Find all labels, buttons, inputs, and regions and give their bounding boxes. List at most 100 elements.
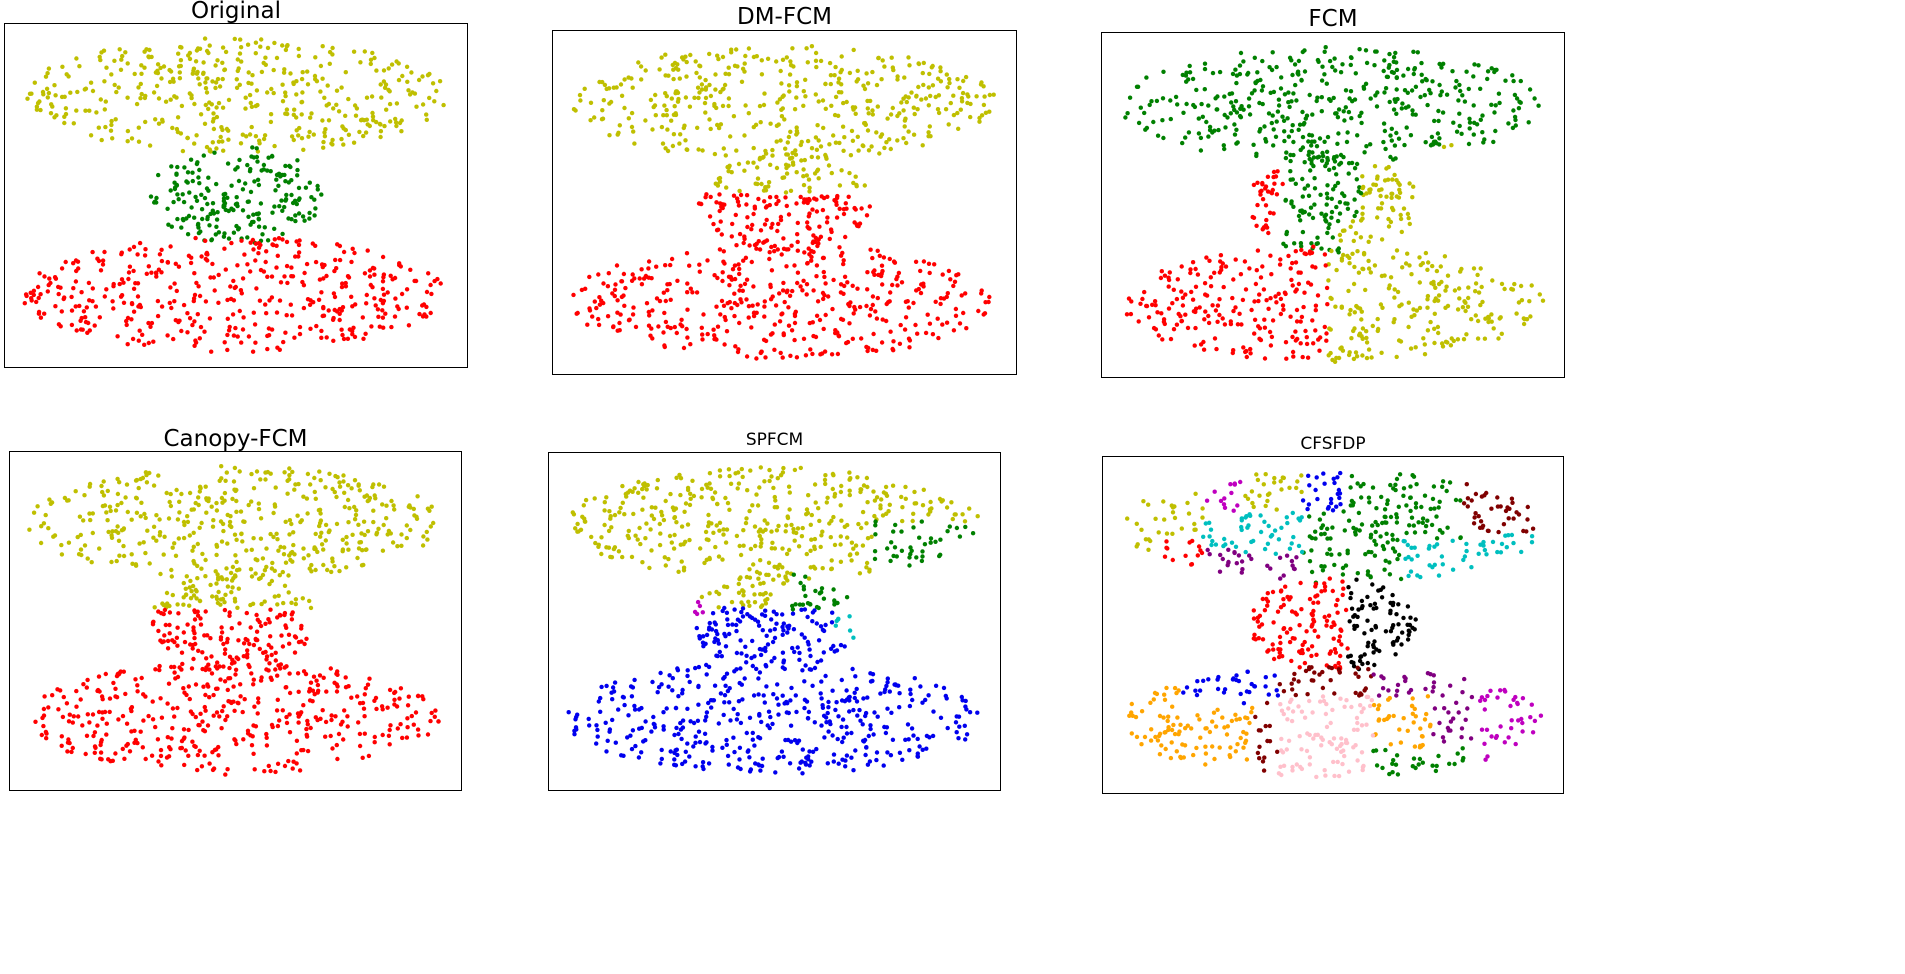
scatter-point: [400, 73, 405, 79]
scatter-point: [1322, 49, 1327, 54]
scatter-point: [684, 59, 689, 65]
scatter-point: [783, 162, 789, 167]
scatter-point: [328, 666, 333, 671]
scatter-point: [1223, 125, 1228, 130]
scatter-point: [829, 352, 835, 357]
scatter-point: [1364, 335, 1369, 341]
scatter-point: [206, 175, 211, 180]
scatter-point: [45, 71, 50, 76]
scatter-point: [386, 733, 392, 738]
scatter-point: [1302, 69, 1308, 74]
scatter-point: [136, 125, 141, 130]
scatter-point: [823, 152, 828, 158]
scatter-point: [641, 276, 647, 281]
scatter-point: [742, 133, 747, 138]
scatter-point: [1202, 317, 1207, 322]
scatter-point: [168, 285, 173, 290]
scatter-point: [66, 737, 71, 742]
scatter-point: [53, 304, 58, 309]
scatter-point: [717, 649, 722, 655]
scatter-point: [1395, 289, 1401, 295]
scatter-point: [795, 239, 800, 245]
scatter-point: [244, 134, 249, 139]
scatter-point: [125, 128, 131, 134]
scatter-point: [420, 543, 426, 548]
scatter-point: [409, 70, 414, 75]
scatter-point: [1246, 104, 1252, 109]
scatter-point: [280, 237, 285, 242]
scatter-point: [196, 284, 201, 289]
scatter-point: [1478, 302, 1483, 308]
scatter-point: [167, 610, 173, 615]
scatter-point: [1429, 281, 1434, 286]
scatter-point: [370, 50, 375, 56]
scatter-point: [663, 498, 668, 504]
scatter-point: [200, 650, 205, 655]
scatter-point: [227, 676, 233, 681]
scatter-point: [833, 707, 838, 713]
scatter-point: [1212, 336, 1218, 341]
scatter-point: [321, 306, 326, 311]
scatter-point: [1391, 320, 1396, 325]
scatter-point: [1252, 88, 1257, 93]
scatter-point: [170, 706, 176, 711]
scatter-point: [384, 516, 389, 521]
scatter-point: [1342, 118, 1347, 123]
scatter-point: [1364, 144, 1369, 149]
scatter-point: [707, 214, 713, 219]
scatter-point: [982, 94, 987, 99]
scatter-point: [374, 706, 379, 712]
scatter-point: [643, 118, 648, 123]
scatter-point: [778, 214, 784, 220]
scatter-point: [657, 67, 662, 72]
scatter-point: [1142, 110, 1147, 116]
scatter-point: [756, 623, 762, 628]
scatter-point: [761, 188, 767, 193]
scatter-point: [192, 343, 197, 348]
scatter-point: [728, 718, 733, 723]
scatter-point: [197, 723, 202, 728]
scatter-point: [819, 590, 824, 595]
scatter-point: [1311, 341, 1316, 346]
scatter-point: [420, 694, 425, 699]
scatter-point: [330, 45, 335, 51]
scatter-point: [116, 530, 121, 535]
scatter-point: [213, 80, 219, 85]
scatter-point: [780, 355, 785, 360]
scatter-point: [700, 332, 705, 337]
scatter-point: [1378, 206, 1384, 211]
scatter-point: [761, 102, 767, 108]
scatter-point: [806, 214, 811, 219]
scatter-point: [677, 76, 682, 81]
scatter-point: [938, 65, 943, 70]
scatter-point: [882, 145, 887, 151]
scatter-point: [1275, 169, 1280, 174]
scatter-point: [940, 498, 945, 503]
scatter-point: [404, 523, 409, 528]
scatter-point: [1233, 305, 1238, 310]
scatter-point: [959, 293, 964, 298]
scatter-point: [654, 486, 660, 491]
scatter-point: [203, 574, 208, 579]
scatter-point: [938, 69, 943, 74]
scatter-point: [803, 663, 808, 668]
scatter-point: [169, 164, 174, 169]
scatter-point: [312, 197, 317, 202]
scatter-point: [176, 197, 181, 202]
scatter-point: [846, 194, 851, 199]
scatter-point: [908, 545, 913, 550]
scatter-point: [233, 488, 238, 494]
scatter-point: [196, 502, 201, 508]
scatter-point: [136, 485, 141, 491]
scatter-point: [219, 539, 225, 544]
scatter-point: [22, 301, 27, 306]
scatter-point: [113, 751, 118, 756]
scatter-point: [219, 495, 225, 501]
scatter-point: [412, 91, 418, 96]
scatter-point: [1260, 182, 1265, 187]
scatter-point: [797, 657, 802, 662]
scatter-point: [87, 720, 92, 725]
scatter-point: [1397, 190, 1403, 195]
scatter-point: [167, 79, 173, 85]
scatter-point: [865, 348, 870, 354]
